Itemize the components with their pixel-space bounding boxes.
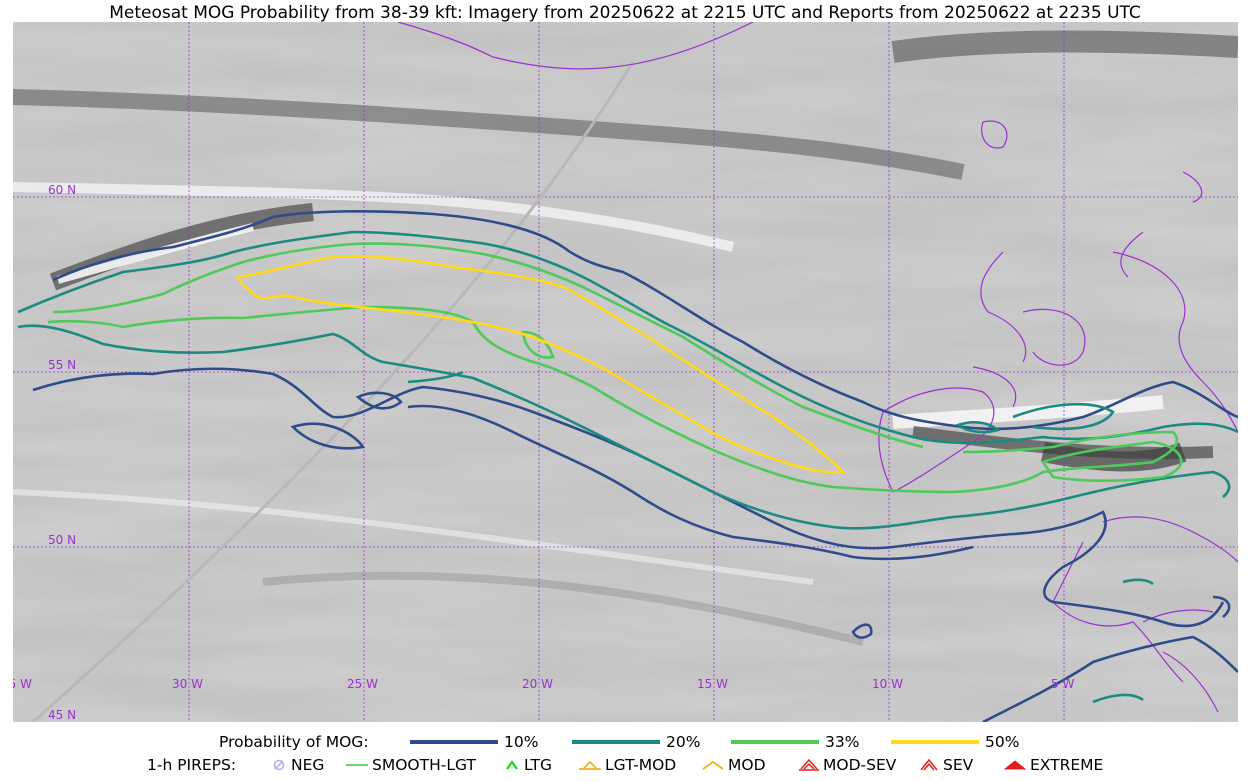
legend-label: 10% — [504, 733, 539, 751]
page-title: Meteosat MOG Probability from 38-39 kft:… — [109, 3, 1141, 23]
probability-heading: Probability of MOG: — [219, 733, 369, 751]
graticule — [13, 22, 1238, 722]
lat-label: 55 N — [48, 358, 76, 372]
cloud-streaks — [13, 30, 1238, 646]
pirep-heading: 1-h PIREPS: — [147, 756, 237, 774]
pirep-label: LTG — [524, 756, 552, 774]
contour-33 — [47, 242, 1183, 494]
lon-label: 35 W — [13, 677, 32, 691]
double-caret-bar-icon — [799, 758, 819, 771]
pirep-label: MOD — [728, 756, 766, 774]
lon-label: 30 W — [172, 677, 203, 691]
lat-label: 60 N — [48, 183, 76, 197]
contour-20 — [17, 230, 1238, 704]
pirep-label: SMOOTH-LGT — [372, 756, 476, 774]
legend-item-10: 10% — [410, 733, 538, 751]
scan-swath-line — [32, 61, 635, 722]
pirep-sev: SEV — [918, 756, 973, 774]
neg-circle-icon — [273, 759, 285, 771]
swatch-50 — [891, 740, 979, 744]
filled-caret-icon — [1003, 760, 1027, 770]
pirep-neg: NEG — [270, 756, 324, 774]
legend-label: 33% — [825, 733, 860, 751]
pirep-mod: MOD — [701, 756, 766, 774]
coastlines — [397, 22, 1238, 713]
pirep-label: NEG — [291, 756, 325, 774]
pirep-label: LGT-MOD — [605, 756, 677, 774]
longitude-labels: 35 W 30 W 25 W 20 W 15 W 10 W 5 W — [13, 677, 1074, 691]
latitude-labels: 60 N 55 N 50 N 45 N — [48, 183, 76, 722]
contour-50 — [236, 254, 846, 474]
caret-bar-icon — [579, 760, 601, 770]
pirep-label: EXTREME — [1030, 756, 1104, 774]
swatch-20 — [572, 740, 660, 744]
map-canvas: 35 W 30 W 25 W 20 W 15 W 10 W 5 W 60 N 5… — [13, 22, 1238, 722]
lat-label: 50 N — [48, 533, 76, 547]
caret-icon — [506, 760, 518, 770]
legend-item-33: 33% — [731, 733, 859, 751]
pirep-label: SEV — [943, 756, 974, 774]
legend-item-50: 50% — [891, 733, 1019, 751]
satellite-map[interactable]: 35 W 30 W 25 W 20 W 15 W 10 W 5 W 60 N 5… — [13, 22, 1238, 722]
pirep-lgt-mod: LGT-MOD — [578, 756, 676, 774]
lon-label: 5 W — [1051, 677, 1074, 691]
lon-label: 15 W — [697, 677, 728, 691]
pirep-mod-sev: MOD-SEV — [798, 756, 896, 774]
caret-icon — [702, 760, 724, 770]
lon-label: 25 W — [347, 677, 378, 691]
lon-label: 20 W — [522, 677, 553, 691]
lat-label: 45 N — [48, 708, 76, 722]
legend-item-20: 20% — [572, 733, 700, 751]
pirep-smooth-lgt: SMOOTH-LGT — [345, 756, 476, 774]
double-caret-icon — [920, 758, 938, 771]
swatch-33 — [731, 740, 819, 744]
legend-label: 50% — [985, 733, 1020, 751]
pirep-ltg: LTG — [503, 756, 552, 774]
dash-icon — [346, 764, 368, 766]
lon-label: 10 W — [872, 677, 903, 691]
swatch-10 — [410, 740, 498, 744]
pirep-label: MOD-SEV — [823, 756, 897, 774]
contour-10 — [32, 210, 1238, 722]
legend-label: 20% — [666, 733, 701, 751]
pirep-extreme: EXTREME — [1003, 756, 1103, 774]
